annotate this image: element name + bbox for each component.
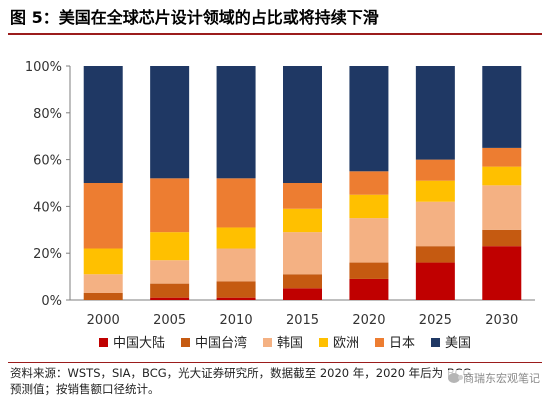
legend-swatch: [181, 338, 190, 347]
source-note-line-2: 预测值；按销售额口径统计。: [10, 382, 160, 396]
legend-swatch: [431, 338, 440, 347]
bar-segment: [216, 281, 256, 298]
legend-swatch: [263, 338, 272, 347]
legend-label: 欧洲: [333, 336, 359, 351]
bar-segment: [283, 183, 322, 209]
legend-label: 美国: [445, 336, 471, 351]
bar-segment: [150, 232, 190, 261]
bar-segment: [150, 297, 190, 300]
bar-segment: [216, 227, 256, 249]
x-tick-label: 2025: [419, 313, 452, 328]
y-tick-label: 20%: [33, 247, 62, 262]
x-tick-label: 2010: [220, 313, 253, 328]
y-tick-label: 0%: [41, 294, 62, 309]
bar-segment: [349, 278, 389, 300]
bar-segment: [216, 66, 256, 179]
x-tick-label: 2030: [485, 313, 518, 328]
bar-segment: [482, 66, 522, 148]
bar-segment: [283, 274, 322, 289]
legend-label: 中国大陆: [113, 335, 165, 351]
bar-segment: [482, 229, 522, 247]
legend-label: 韩国: [277, 336, 303, 351]
bar-segment: [415, 159, 455, 181]
bar-segment: [83, 66, 123, 183]
legend-swatch: [375, 338, 384, 347]
bar-segment: [283, 66, 322, 183]
bar-segment: [349, 194, 389, 219]
bar-segment: [349, 171, 389, 195]
y-tick-label: 60%: [33, 154, 62, 169]
bar-segment: [216, 248, 256, 282]
bar-segment: [150, 178, 190, 233]
bar-segment: [150, 66, 190, 179]
stacked-bar-chart: 0% 20% 40% 60% 80% 100% 2000 2005 2010 2015 2020 20…: [25, 60, 535, 351]
bar-segment: [349, 218, 389, 263]
bar-segment: [283, 288, 322, 300]
footer-divider: [8, 362, 542, 363]
watermark: 商瑞东宏观笔记: [446, 370, 542, 386]
legend-swatch: [99, 338, 108, 347]
bar-segment: [415, 201, 455, 247]
y-tick-label: 100%: [25, 60, 62, 75]
bar-segment: [349, 66, 389, 172]
bar-segment: [150, 283, 190, 298]
chart-title: 图 5：美国在全球芯片设计领域的占比或将持续下滑: [10, 8, 379, 27]
bar-segment: [83, 248, 123, 275]
source-note-line-1: 资料来源：WSTS，SIA，BCG，光大证券研究所，数据截至 2020 年，20…: [10, 366, 472, 380]
x-tick-label: 2015: [286, 313, 319, 328]
wechat-icon: [448, 373, 463, 383]
x-tick-label: 2000: [87, 313, 120, 328]
bar-segment: [150, 260, 190, 284]
bar-segment: [349, 262, 389, 279]
legend-label: 日本: [389, 336, 415, 351]
legend-swatch: [319, 338, 328, 347]
source-note: 资料来源：WSTS，SIA，BCG，光大证券研究所，数据截至 2020 年，20…: [10, 365, 540, 397]
bar-segment: [216, 297, 256, 300]
x-tick-label: 2005: [153, 313, 186, 328]
bar-segment: [415, 262, 455, 300]
y-tick-label: 40%: [33, 200, 62, 215]
y-tick-label: 80%: [33, 107, 62, 122]
x-tick-label: 2020: [352, 313, 385, 328]
bar-segment: [283, 208, 322, 233]
bar-segment: [482, 147, 522, 167]
bar-segment: [83, 292, 123, 300]
bar-segment: [415, 246, 455, 263]
bar-segment: [83, 274, 123, 293]
bar-segment: [415, 66, 455, 160]
bar-segment: [83, 183, 123, 249]
legend-label: 中国台湾: [195, 335, 247, 351]
bar-segment: [482, 166, 522, 186]
watermark-text: 商瑞东宏观笔记: [463, 372, 540, 385]
title-divider: [8, 33, 542, 35]
bar-segment: [283, 232, 322, 275]
bar-segment: [482, 185, 522, 230]
bar-segment: [482, 246, 522, 300]
bar-segment: [216, 178, 256, 228]
bar-segment: [415, 180, 455, 202]
